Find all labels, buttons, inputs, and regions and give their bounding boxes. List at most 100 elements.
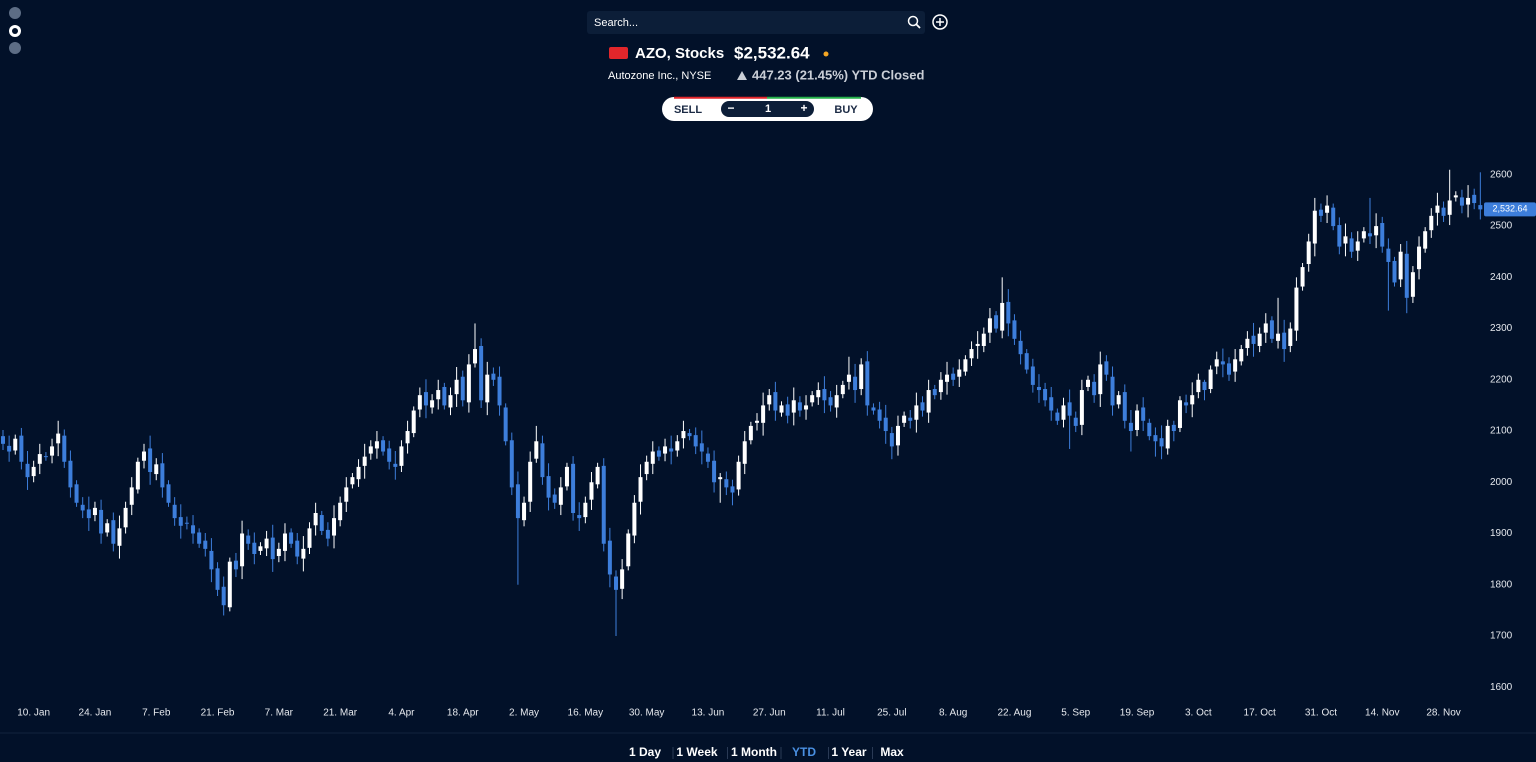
- x-tick-label: 21. Mar: [323, 708, 358, 719]
- candle-body: [650, 451, 655, 464]
- candle-body: [1079, 390, 1084, 425]
- candle-body: [338, 502, 343, 521]
- range-option[interactable]: YTD: [792, 745, 816, 759]
- candle-body: [540, 443, 545, 478]
- candle-body: [834, 395, 839, 408]
- candle-body: [828, 397, 833, 406]
- candle-body: [663, 446, 668, 454]
- candle-body: [638, 477, 643, 502]
- candle-body: [1177, 400, 1182, 428]
- range-option[interactable]: 1 Year: [831, 745, 866, 759]
- company: Autozone Inc., NYSE: [608, 70, 711, 82]
- add-button[interactable]: [932, 14, 948, 30]
- x-tick-label: 19. Sep: [1120, 708, 1155, 719]
- candle-body: [1000, 302, 1005, 331]
- search-icon[interactable]: [907, 15, 919, 27]
- candle-body: [154, 464, 159, 475]
- decrement-button[interactable]: −: [727, 101, 734, 115]
- y-tick-label: 2500: [1490, 221, 1513, 232]
- y-tick-label: 1900: [1490, 528, 1513, 539]
- candle-body: [240, 533, 245, 567]
- x-tick-label: 25. Jul: [877, 708, 906, 719]
- buy-button[interactable]: BUY: [834, 104, 858, 116]
- candle-body: [166, 484, 171, 503]
- x-tick-label: 27. Jun: [753, 708, 786, 719]
- candle-body: [546, 476, 551, 498]
- candle-body: [344, 487, 349, 502]
- candle-body: [31, 466, 36, 477]
- candle-body: [1282, 332, 1287, 350]
- x-tick-label: 21. Feb: [201, 708, 235, 719]
- candle-body: [522, 502, 527, 521]
- candle-body: [822, 389, 827, 401]
- candle-body: [466, 364, 471, 403]
- candle-body: [908, 417, 913, 421]
- candle-body: [25, 463, 30, 478]
- candle-body: [1147, 422, 1152, 437]
- candle-body: [1404, 253, 1409, 298]
- candle-body: [1337, 225, 1342, 247]
- candle-body: [1343, 236, 1348, 244]
- candle-body: [1325, 205, 1330, 213]
- candle-body: [1190, 395, 1195, 405]
- candle-body: [246, 535, 251, 544]
- candle-body: [1171, 424, 1176, 432]
- range-option[interactable]: 1 Month: [731, 745, 777, 759]
- x-tick-label: 22. Aug: [997, 708, 1031, 719]
- candle-body: [1239, 349, 1244, 362]
- candle-body: [1245, 338, 1250, 349]
- search-box[interactable]: [587, 11, 925, 34]
- candle-body: [871, 407, 876, 411]
- y-tick-label: 1600: [1490, 682, 1513, 693]
- candle-body: [374, 441, 379, 449]
- candle-body: [1196, 379, 1201, 393]
- candle-body: [99, 509, 104, 534]
- candle-body: [276, 548, 281, 557]
- price: $2,532.64: [734, 43, 810, 62]
- x-tick-label: 7. Feb: [142, 708, 171, 719]
- candle-body: [258, 546, 263, 551]
- candle-body: [528, 461, 533, 502]
- candle-body: [883, 417, 888, 432]
- sell-button[interactable]: SELL: [674, 104, 702, 116]
- candle-body: [203, 540, 208, 549]
- candle-body: [1423, 231, 1428, 249]
- candle-body: [62, 435, 67, 462]
- range-option[interactable]: 1 Day: [629, 745, 661, 759]
- quantity[interactable]: 1: [765, 103, 771, 115]
- y-tick-label: 2200: [1490, 374, 1513, 385]
- candle-body: [761, 405, 766, 423]
- candle-body: [1435, 205, 1440, 213]
- candle-body: [693, 435, 698, 447]
- candle-body: [80, 504, 85, 511]
- candle-body: [135, 461, 140, 490]
- candle-body: [1361, 231, 1366, 239]
- candle-body: [1159, 438, 1164, 447]
- side-icon[interactable]: [9, 7, 21, 19]
- candle-body: [1398, 251, 1403, 280]
- candle-body: [945, 374, 950, 382]
- range-option[interactable]: Max: [880, 745, 904, 759]
- candle-body: [117, 528, 122, 546]
- side-icon[interactable]: [9, 42, 21, 54]
- candle-body: [1055, 412, 1060, 421]
- candle-body: [632, 502, 637, 536]
- candle-body: [1349, 238, 1354, 252]
- candle-body: [687, 433, 692, 437]
- candle-body: [1202, 381, 1207, 391]
- candle-body: [515, 484, 520, 519]
- search-placeholder: Search...: [594, 17, 638, 29]
- candle-body: [448, 395, 453, 408]
- candle-body: [319, 515, 324, 531]
- candle-body: [877, 409, 882, 421]
- increment-button[interactable]: +: [800, 101, 807, 115]
- candle-body: [1417, 246, 1422, 270]
- candle-body: [895, 425, 900, 446]
- candle-body: [785, 404, 790, 416]
- candle-body: [362, 456, 367, 466]
- candle-body: [620, 569, 625, 589]
- candle-body: [1331, 207, 1336, 227]
- range-option[interactable]: 1 Week: [676, 745, 717, 759]
